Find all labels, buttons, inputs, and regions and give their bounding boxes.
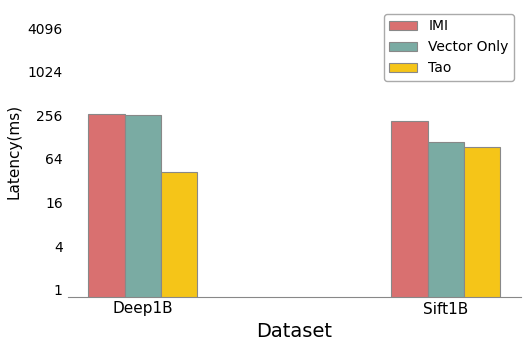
Bar [125,115,161,348]
Bar [391,121,428,348]
Bar [428,142,464,348]
Bar [464,147,501,348]
Bar [161,172,197,348]
X-axis label: Dataset: Dataset [256,322,332,341]
Legend: IMI, Vector Only, Tao: IMI, Vector Only, Tao [384,14,514,81]
Bar [88,113,125,348]
Y-axis label: Latency(ms): Latency(ms) [7,104,22,199]
